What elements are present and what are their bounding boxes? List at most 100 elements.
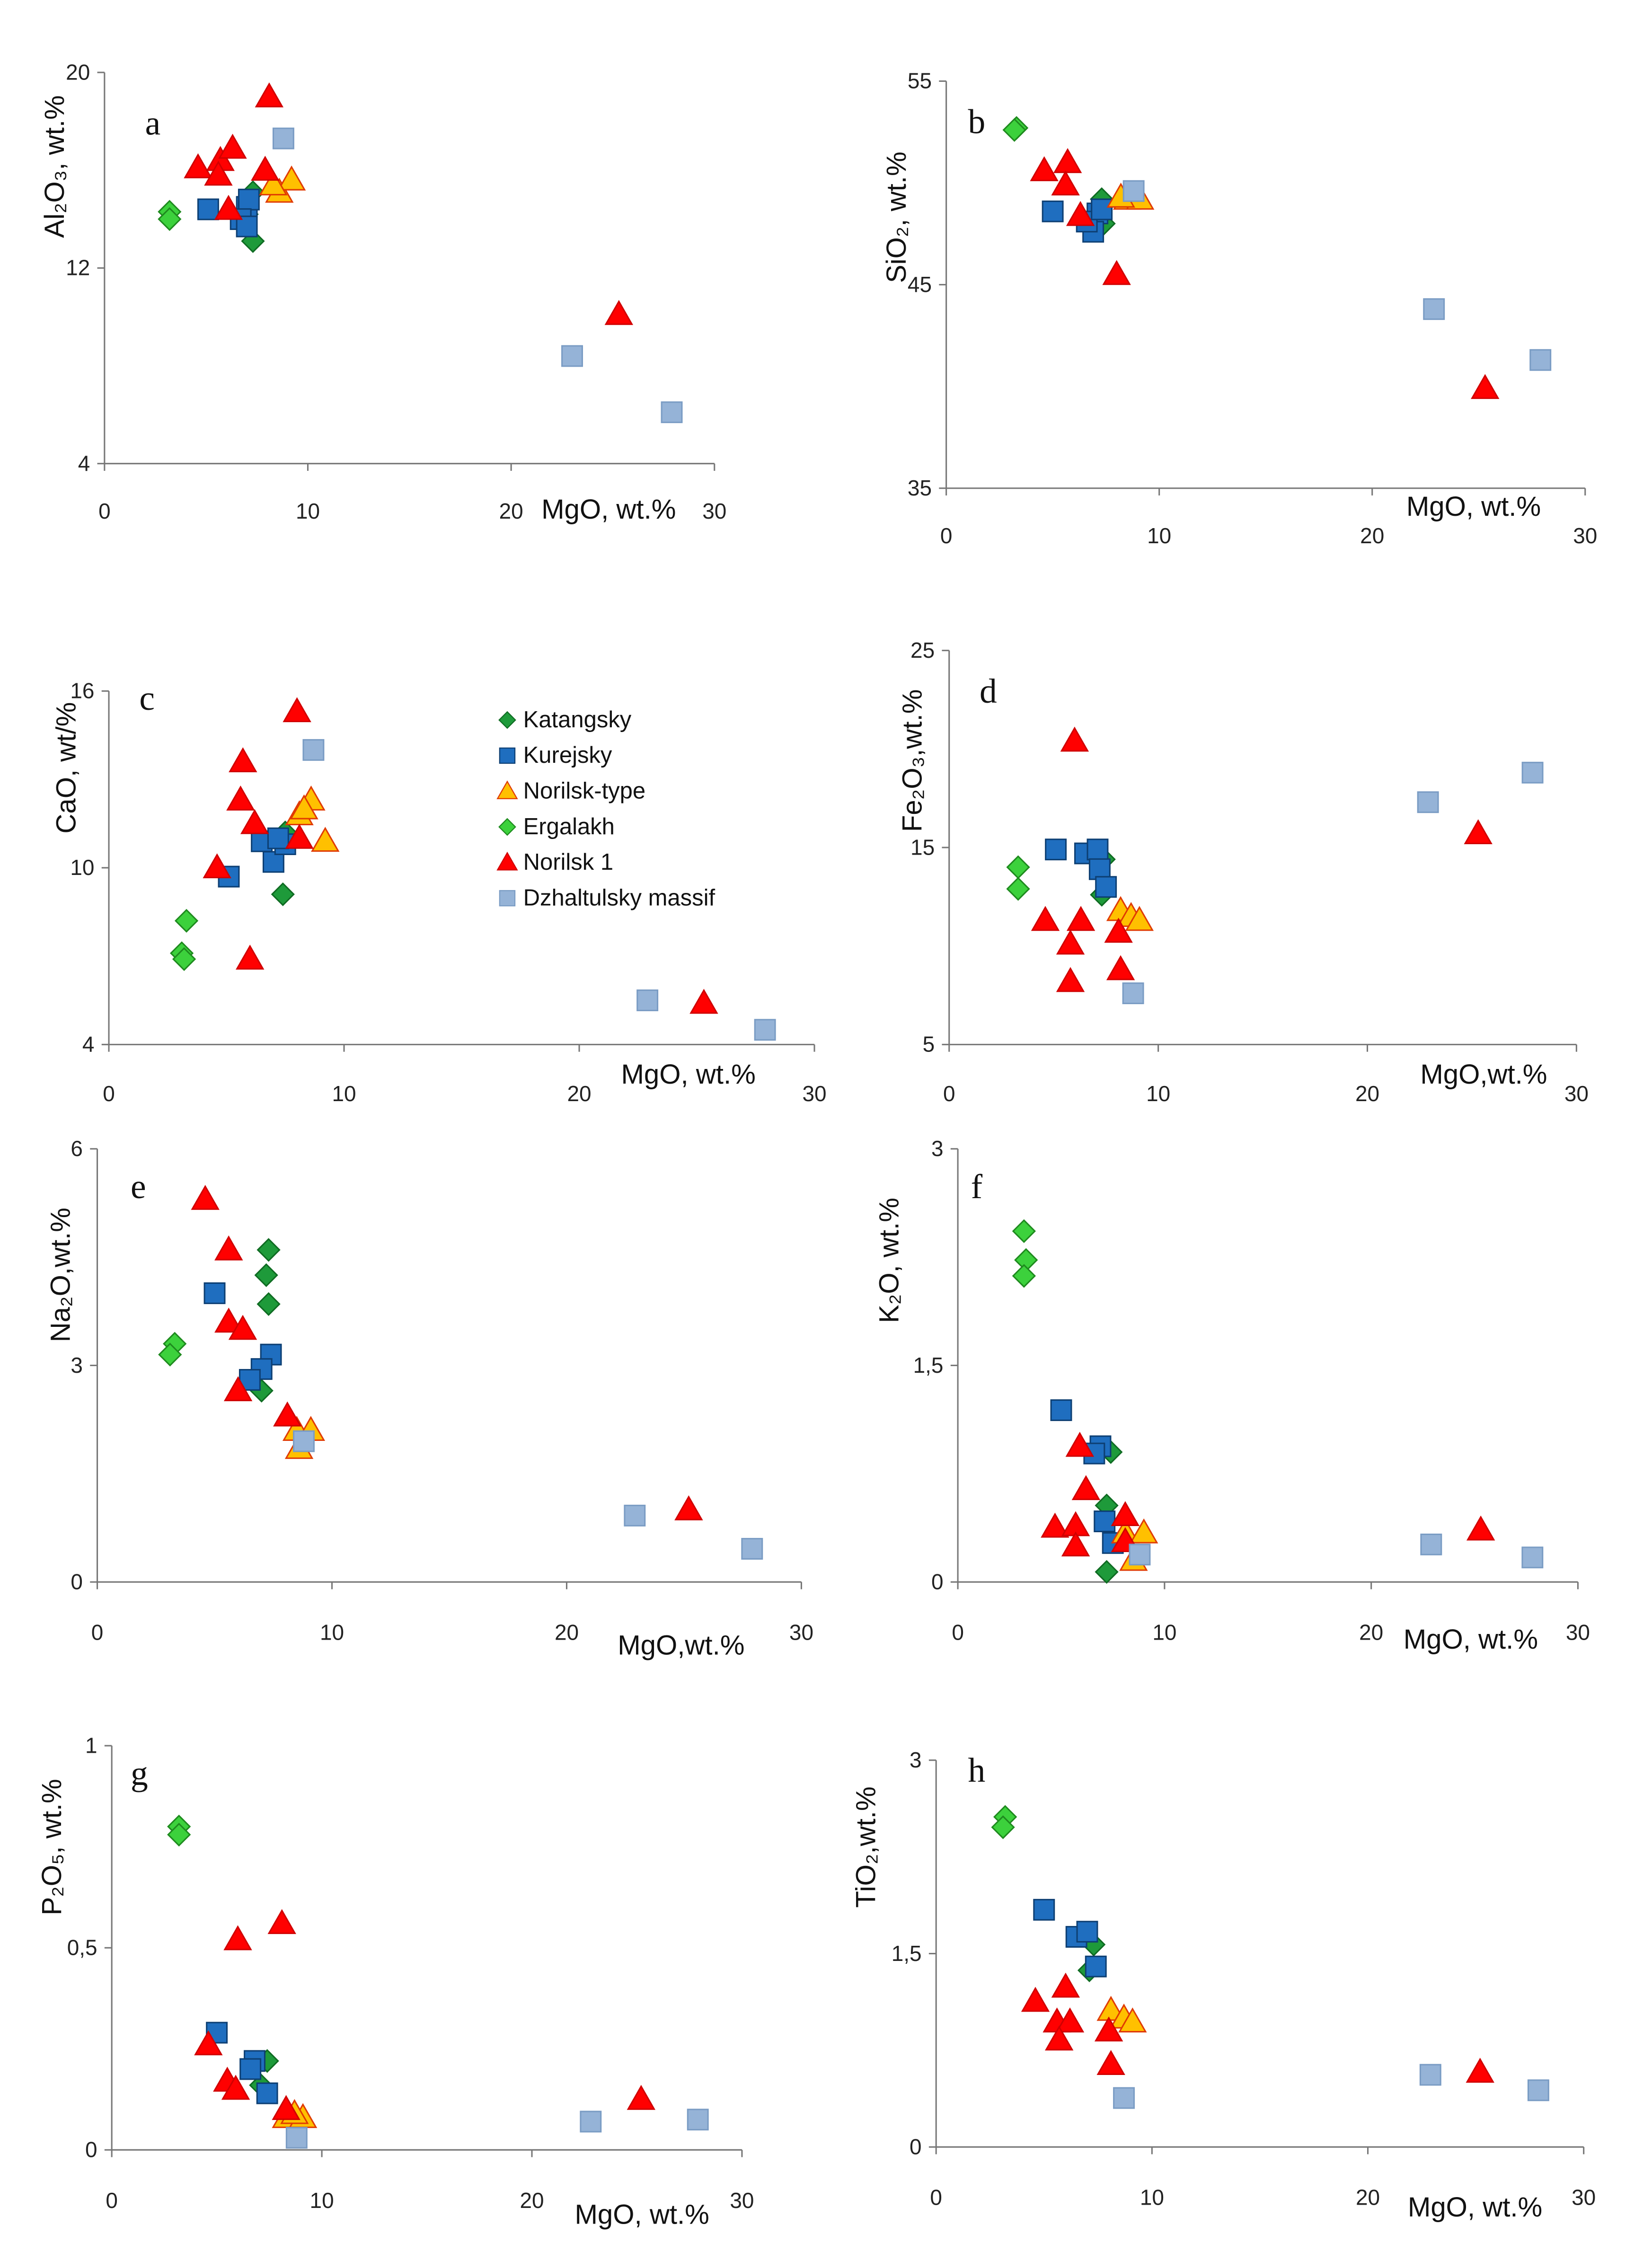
data-point [1417, 791, 1439, 813]
x-tick-label: 20 [1355, 1081, 1379, 1106]
data-point [272, 2095, 300, 2120]
data-point [1061, 1531, 1090, 1557]
data-point [1033, 1898, 1055, 1921]
data-point [194, 2030, 223, 2056]
data-point [1106, 955, 1135, 980]
series-dzhaltulsky-massif [285, 2109, 709, 2149]
x-tick-label: 20 [499, 499, 523, 523]
data-point [1094, 1510, 1116, 1533]
y-tick-label: 1,5 [913, 1353, 944, 1377]
data-point [277, 165, 306, 191]
data-point [197, 198, 219, 221]
series-ergalakh [1012, 1219, 1038, 1288]
data-point [223, 1376, 253, 1402]
data-point [167, 1822, 191, 1847]
data-point [273, 1401, 302, 1427]
data-point [267, 827, 289, 849]
data-point [1056, 929, 1085, 955]
legend-label: Norilsk-type [523, 778, 645, 804]
y-tick-label: 0,5 [67, 1935, 97, 1960]
series-norilsk-1 [194, 1909, 656, 2120]
y-axis-label: K₂O, wt.% [874, 1198, 905, 1323]
data-point [223, 1925, 252, 1951]
data-point [251, 156, 280, 181]
x-axis-label: MgO,wt.% [1420, 1059, 1547, 1090]
panel-letter: e [131, 1167, 146, 1206]
data-point [1118, 2007, 1147, 2033]
x-tick-label: 30 [1573, 523, 1597, 548]
y-tick-label: 35 [908, 476, 932, 500]
data-point [226, 786, 255, 811]
panel-letter: a [145, 104, 161, 142]
data-point [991, 1815, 1015, 1839]
data-point [1012, 1219, 1036, 1243]
data-point [674, 1495, 703, 1520]
y-tick-label: 1,5 [892, 1941, 922, 1966]
x-tick-label: 0 [943, 1081, 955, 1106]
legend-marker [496, 780, 518, 799]
data-point [256, 2082, 278, 2104]
y-tick-label: 4 [82, 1032, 95, 1057]
panel-f: 0 10 20 30 0 1,5 3 f K₂O, wt.% MgO, wt.% [874, 1136, 1590, 1655]
y-axis-label: CaO, wt/% [51, 702, 82, 834]
series-norilsk-1 [1041, 1431, 1495, 1557]
series-ergalakh [167, 1814, 191, 1847]
y-tick-label: 6 [71, 1136, 83, 1161]
series-kurejsky [1042, 198, 1113, 243]
x-tick-label: 10 [332, 1081, 356, 1106]
data-point [1527, 2079, 1549, 2101]
data-point [285, 823, 314, 849]
data-point [1420, 1533, 1442, 1555]
x-tick-label: 20 [567, 1081, 591, 1106]
data-point [174, 909, 199, 933]
series-norilsk-type [1096, 1995, 1147, 2033]
x-tick-label: 10 [1146, 1081, 1170, 1106]
data-point [627, 2084, 656, 2110]
y-axis-label: Al₂O₃, wt.% [39, 95, 70, 238]
legend-marker [499, 747, 516, 764]
y-tick-label: 1 [85, 1733, 97, 1757]
data-point [229, 747, 257, 772]
y-axis-label: TiO₂,wt.% [851, 1786, 882, 1907]
data-point [238, 188, 260, 211]
series-norilsk-type [259, 165, 306, 203]
data-point [1030, 156, 1059, 181]
panel-letter: h [968, 1751, 986, 1790]
series-ergalakh [169, 909, 199, 971]
data-point [271, 882, 295, 907]
data-point [1104, 918, 1133, 943]
data-point [240, 809, 269, 834]
panel-g: 0 10 20 30 0 0,5 1 g P₂O₅, wt.% MgO, wt.% [36, 1733, 754, 2230]
legend-label: Dzhaltulsky massif [523, 885, 716, 910]
x-tick-label: 10 [1147, 523, 1171, 548]
data-point [1076, 1921, 1098, 1943]
x-tick-label: 0 [952, 1620, 964, 1645]
series-kurejsky [1045, 839, 1117, 898]
legend-label: Kurejsky [523, 742, 612, 768]
data-point [1041, 1512, 1069, 1538]
data-point [256, 1238, 281, 1262]
series-norilsk-1 [203, 697, 718, 1014]
data-point [203, 1282, 226, 1304]
data-point [1002, 118, 1026, 142]
data-point [1130, 1518, 1158, 1544]
data-point [236, 945, 265, 970]
x-tick-label: 0 [103, 1081, 115, 1106]
x-tick-label: 30 [702, 499, 726, 523]
y-tick-label: 12 [66, 256, 90, 280]
data-point [1113, 2087, 1135, 2109]
panel-letter: c [139, 679, 155, 717]
data-point [311, 827, 340, 852]
data-point [1087, 839, 1109, 861]
x-tick-label: 20 [1359, 1620, 1383, 1645]
data-point [1045, 839, 1067, 861]
x-tick-label: 0 [106, 2188, 118, 2213]
x-tick-label: 0 [940, 523, 953, 548]
data-point [1021, 1986, 1050, 2012]
series-kurejsky [203, 1282, 282, 1391]
data-point [228, 1315, 257, 1340]
data-point [1045, 2025, 1074, 2051]
data-point [1129, 1544, 1151, 1566]
